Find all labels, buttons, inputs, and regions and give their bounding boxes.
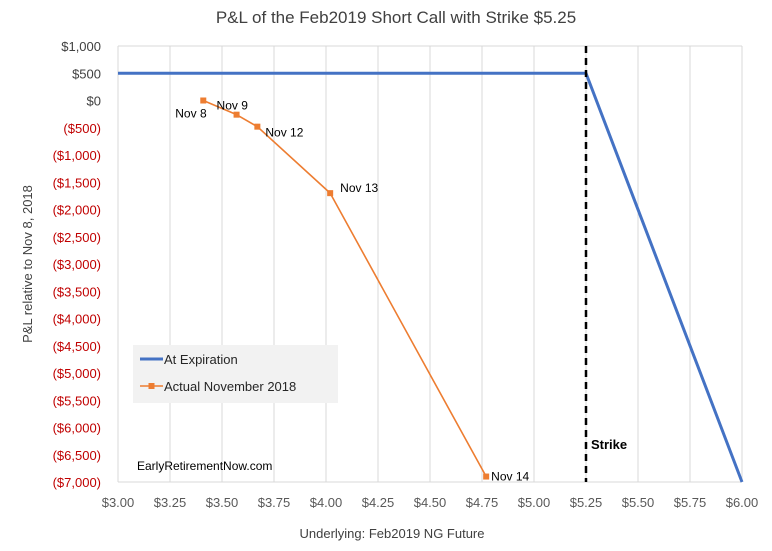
y-tick-label: ($2,000) <box>53 203 101 218</box>
x-tick-label: $6.00 <box>726 495 759 510</box>
point-label: Nov 14 <box>491 470 529 484</box>
x-tick-label: $5.00 <box>518 495 551 510</box>
x-tick-label: $3.25 <box>154 495 187 510</box>
y-tick-label: ($4,000) <box>53 312 101 327</box>
strike-label: Strike <box>591 437 627 452</box>
chart-title: P&L of the Feb2019 Short Call with Strik… <box>216 8 576 27</box>
y-tick-label: ($4,500) <box>53 339 101 354</box>
point-label: Nov 9 <box>217 99 249 113</box>
data-point-marker <box>254 123 261 130</box>
legend-box <box>133 345 338 403</box>
y-tick-label: ($5,000) <box>53 366 101 381</box>
point-label: Nov 12 <box>265 126 303 140</box>
y-tick-label: ($6,000) <box>53 421 101 436</box>
y-tick-label: ($5,500) <box>53 393 101 408</box>
strike-annotation: Strike <box>584 46 627 482</box>
legend-label-at-expiration: At Expiration <box>164 352 238 367</box>
x-axis-title: Underlying: Feb2019 NG Future <box>300 526 485 541</box>
data-point-marker <box>200 97 207 104</box>
watermark-text: EarlyRetirementNow.com <box>137 459 272 473</box>
y-tick-label: $1,000 <box>61 39 101 54</box>
x-tick-label: $3.00 <box>102 495 135 510</box>
x-tick-labels: $3.00 $3.25 $3.50 $3.75 $4.00 $4.25 $4.50 $4.75… <box>102 495 759 510</box>
data-point-marker <box>327 190 334 197</box>
x-tick-label: $4.50 <box>414 495 447 510</box>
y-tick-label: ($1,000) <box>53 148 101 163</box>
y-tick-label: ($6,500) <box>53 448 101 463</box>
y-tick-label: ($500) <box>63 121 101 136</box>
legend-marker-actual-november <box>148 383 155 389</box>
y-tick-label: ($7,000) <box>53 475 101 490</box>
point-labels: Nov 8 Nov 9 Nov 12 Nov 13 Nov 14 <box>175 99 529 484</box>
y-tick-label: ($1,500) <box>53 175 101 190</box>
point-label: Nov 13 <box>340 181 378 195</box>
data-point-marker <box>483 473 490 480</box>
x-tick-label: $4.75 <box>466 495 499 510</box>
y-axis-title: P&L relative to Nov 8, 2018 <box>20 185 35 343</box>
y-tick-label: ($3,500) <box>53 284 101 299</box>
point-label: Nov 8 <box>175 107 207 121</box>
data-point-marker <box>233 111 240 118</box>
x-tick-label: $5.25 <box>570 495 603 510</box>
x-tick-label: $5.75 <box>674 495 707 510</box>
y-tick-label: ($2,500) <box>53 230 101 245</box>
x-tick-label: $5.50 <box>622 495 655 510</box>
x-tick-label: $3.75 <box>258 495 291 510</box>
x-tick-label: $4.00 <box>310 495 343 510</box>
x-tick-label: $4.25 <box>362 495 395 510</box>
legend: At Expiration Actual November 2018 <box>133 345 338 403</box>
x-tick-label: $3.50 <box>206 495 239 510</box>
y-tick-labels: $1,000 $500 $0 ($500) ($1,000) ($1,500) ($2,00… <box>53 39 101 490</box>
legend-label-actual-november: Actual November 2018 <box>164 379 296 394</box>
gridlines <box>117 45 743 483</box>
y-tick-label: $0 <box>87 94 101 109</box>
y-tick-label: $500 <box>72 66 101 81</box>
y-tick-label: ($3,000) <box>53 257 101 272</box>
